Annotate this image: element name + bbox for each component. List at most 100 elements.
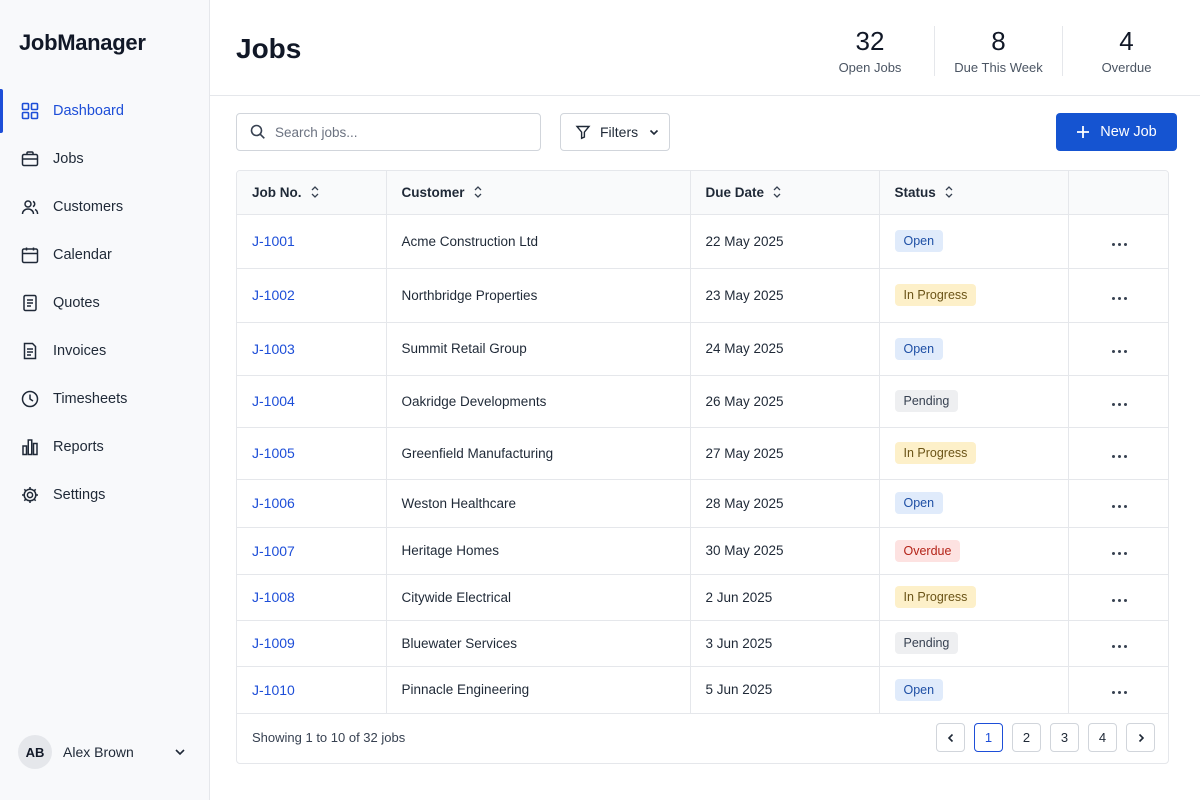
status-badge: Open	[894, 230, 944, 252]
row-actions-button[interactable]	[1068, 375, 1168, 428]
due-date-cell: 26 May 2025	[690, 375, 880, 428]
status-badge: In Progress	[894, 284, 977, 306]
page-button-4[interactable]: 4	[1088, 723, 1117, 752]
job-number-link[interactable]: J-1006	[237, 479, 387, 528]
row-actions-button[interactable]	[1068, 322, 1168, 376]
invoice-document-icon	[20, 341, 40, 361]
sidebar-item-dashboard[interactable]: Dashboard	[0, 87, 209, 135]
search-icon	[249, 123, 267, 141]
customer-cell: Greenfield Manufacturing	[386, 427, 691, 480]
page-title: Jobs	[236, 33, 302, 64]
sidebar-item-label: Jobs	[53, 151, 84, 167]
job-number-link[interactable]: J-1009	[237, 620, 387, 667]
dashboard-icon	[20, 101, 40, 121]
status-cell: In Progress	[879, 427, 1069, 480]
job-number-link[interactable]: J-1003	[237, 322, 387, 376]
page-button-1[interactable]: 1	[974, 723, 1003, 752]
search-input[interactable]	[275, 124, 525, 140]
showing-count: Showing 1 to 10 of 32 jobs	[252, 730, 406, 745]
users-icon	[20, 197, 40, 217]
stat-value: 4	[1119, 26, 1134, 56]
more-horizontal-icon	[1111, 644, 1127, 648]
row-actions-button[interactable]	[1068, 574, 1168, 621]
more-horizontal-icon	[1111, 598, 1127, 602]
more-horizontal-icon	[1111, 691, 1127, 694]
column-header-customer[interactable]: Customer	[386, 171, 691, 215]
customer-cell: Summit Retail Group	[386, 322, 691, 376]
table-row[interactable]: J-1002 Northbridge Properties 23 May 2025 I…	[237, 268, 1168, 323]
job-number-link[interactable]: J-1007	[237, 527, 387, 575]
table-row[interactable]: J-1009 Bluewater Services 3 Jun 2025 Pendin…	[237, 620, 1168, 667]
sidebar-item-calendar[interactable]: Calendar	[0, 231, 209, 279]
column-header-status[interactable]: Status	[879, 171, 1069, 215]
row-actions-button[interactable]	[1068, 666, 1168, 714]
due-date-cell: 28 May 2025	[690, 479, 880, 528]
sidebar-item-quotes[interactable]: Quotes	[0, 279, 209, 327]
page-button-3[interactable]: 3	[1050, 723, 1079, 752]
jobs-table: Job No. Customer Due Date Status J-1001 A…	[236, 170, 1169, 764]
due-date-cell: 2 Jun 2025	[690, 574, 880, 621]
row-actions-button[interactable]	[1068, 527, 1168, 575]
table-body: J-1001 Acme Construction Ltd 22 May 2025 Op…	[237, 214, 1168, 714]
plus-icon	[1076, 125, 1090, 139]
table-row[interactable]: J-1007 Heritage Homes 30 May 2025 Overdue	[237, 527, 1168, 575]
table-row[interactable]: J-1006 Weston Healthcare 28 May 2025 Open	[237, 479, 1168, 528]
table-row[interactable]: J-1004 Oakridge Developments 26 May 2025 Pe…	[237, 375, 1168, 428]
new-job-button[interactable]: New Job	[1056, 113, 1177, 151]
sort-icon	[311, 185, 318, 198]
column-label: Status	[894, 184, 936, 200]
table-row[interactable]: J-1001 Acme Construction Ltd 22 May 2025 Op…	[237, 214, 1168, 269]
job-number-link[interactable]: J-1004	[237, 375, 387, 428]
sidebar-item-jobs[interactable]: Jobs	[0, 135, 209, 183]
sidebar-item-invoices[interactable]: Invoices	[0, 327, 209, 375]
status-badge: Open	[894, 337, 944, 360]
next-page-button[interactable]	[1126, 723, 1155, 752]
status-badge: In Progress	[894, 442, 977, 464]
column-header-actions	[1068, 171, 1168, 215]
due-date-cell: 24 May 2025	[690, 322, 880, 376]
row-actions-button[interactable]	[1068, 479, 1168, 528]
customer-cell: Acme Construction Ltd	[386, 214, 691, 269]
more-horizontal-icon	[1111, 402, 1127, 406]
filters-label: Filters	[600, 124, 639, 140]
bar-chart-icon	[20, 437, 40, 457]
job-number-link[interactable]: J-1002	[237, 268, 387, 323]
table-row[interactable]: J-1005 Greenfield Manufacturing 27 May 202…	[237, 427, 1168, 480]
sidebar-item-customers[interactable]: Customers	[0, 183, 209, 231]
sidebar-item-settings[interactable]: Settings	[0, 471, 209, 519]
search-box[interactable]	[236, 113, 541, 151]
filters-button[interactable]: Filters	[560, 113, 670, 151]
page-header: Jobs 32 Open Jobs 8 Due This Week 4 Over…	[210, 0, 1200, 96]
due-date-cell: 5 Jun 2025	[690, 666, 880, 714]
row-actions-button[interactable]	[1068, 268, 1168, 323]
sidebar-item-reports[interactable]: Reports	[0, 423, 209, 471]
more-horizontal-icon	[1111, 504, 1127, 508]
sort-icon	[474, 185, 481, 198]
customer-cell: Bluewater Services	[386, 620, 691, 667]
more-horizontal-icon	[1111, 296, 1127, 300]
column-header-due-date[interactable]: Due Date	[690, 171, 880, 215]
due-date-cell: 27 May 2025	[690, 427, 880, 480]
gear-icon	[20, 485, 40, 505]
row-actions-button[interactable]	[1068, 620, 1168, 667]
pagination: 1 2 3 4	[936, 723, 1155, 752]
table-row[interactable]: J-1003 Summit Retail Group 24 May 2025 Open	[237, 322, 1168, 376]
table-row[interactable]: J-1010 Pinnacle Engineering 5 Jun 2025 Open	[237, 666, 1168, 714]
job-number-link[interactable]: J-1001	[237, 214, 387, 269]
job-number-link[interactable]: J-1008	[237, 574, 387, 621]
customer-cell: Weston Healthcare	[386, 479, 691, 528]
page-button-2[interactable]: 2	[1012, 723, 1041, 752]
stat-label: Overdue	[1101, 60, 1152, 75]
status-cell: Open	[879, 322, 1069, 376]
user-menu[interactable]: AB Alex Brown	[18, 735, 188, 769]
job-number-link[interactable]: J-1010	[237, 666, 387, 714]
job-number-link[interactable]: J-1005	[237, 427, 387, 480]
prev-page-button[interactable]	[936, 723, 965, 752]
column-header-job-no[interactable]: Job No.	[237, 171, 387, 215]
new-job-label: New Job	[1100, 124, 1157, 140]
status-badge: Open	[894, 678, 944, 701]
row-actions-button[interactable]	[1068, 427, 1168, 480]
table-row[interactable]: J-1008 Citywide Electrical 2 Jun 2025 In Pr…	[237, 574, 1168, 621]
sidebar-item-timesheets[interactable]: Timesheets	[0, 375, 209, 423]
row-actions-button[interactable]	[1068, 214, 1168, 269]
